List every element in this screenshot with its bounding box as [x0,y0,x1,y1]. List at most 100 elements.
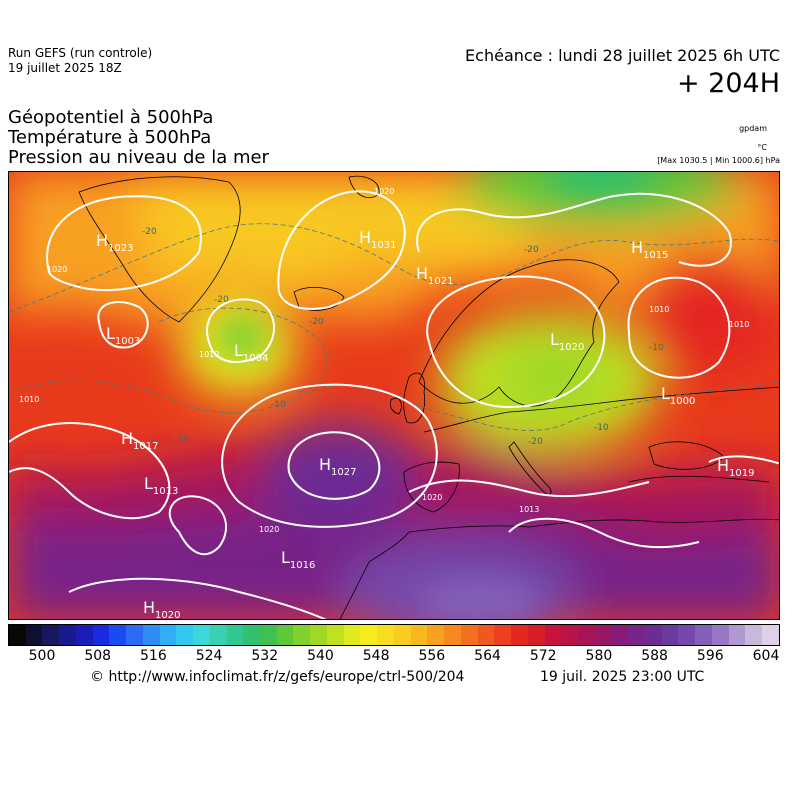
color-swatch [762,625,779,645]
color-swatch [92,625,110,645]
svg-text:1020: 1020 [422,493,442,502]
color-swatch [393,625,411,645]
color-scale-tick: 580 [585,648,613,664]
lead-time: + 204H [676,68,780,99]
color-swatch [611,625,629,645]
color-swatch [561,625,578,645]
weather-map: -20 -20 -20 -20 -20 -10 -10 -10 -20 [8,171,780,620]
color-swatch [109,625,127,645]
pressure-center-low: L1020 [550,330,584,353]
color-scale-tick: 508 [84,648,112,664]
svg-text:-20: -20 [524,245,539,255]
color-swatch [444,625,461,645]
color-scale-tick: 604 [752,648,780,664]
geopotential-field [9,172,779,619]
isotherm-labels: -20 -20 -20 -20 -20 -10 -10 -10 -20 [142,227,664,447]
run-title: Run GEFS (run controle) [8,46,153,60]
map-svg: -20 -20 -20 -20 -20 -10 -10 -10 -20 [9,172,779,620]
color-swatch [460,625,478,645]
color-scale-tick: 548 [362,648,390,664]
pressure-center-high: H1020 [143,598,180,620]
color-swatch [326,625,344,645]
color-swatch [377,625,394,645]
svg-text:1010: 1010 [729,320,749,329]
color-scale-tick: 564 [474,648,501,664]
pressure-center-low: L1016 [281,548,315,571]
color-swatch [527,625,545,645]
color-swatch [628,625,645,645]
svg-text:-20: -20 [174,435,189,445]
color-swatch [243,625,261,645]
color-swatch [695,625,712,645]
pressure-center-high: H1027 [319,455,356,478]
svg-text:-20: -20 [214,295,229,305]
pressure-center-high: H1017 [121,429,158,452]
color-swatch [644,625,662,645]
color-swatch [577,625,595,645]
color-scale-tick: 596 [696,648,724,664]
color-swatch [293,625,311,645]
color-swatch [594,625,612,645]
svg-text:-10: -10 [649,343,664,353]
color-swatch [427,625,445,645]
color-swatch [410,625,428,645]
svg-text:1020: 1020 [259,525,279,534]
color-scale-tick: 500 [28,648,56,664]
color-swatch [260,625,277,645]
svg-text:-10: -10 [271,400,286,410]
pressure-center-low: L1000 [661,384,695,407]
color-swatch [494,625,512,645]
svg-text:-10: -10 [594,423,609,433]
color-swatch [711,625,729,645]
color-swatch [360,625,378,645]
pressure-minmax: [Max 1030.5 | Min 1000.6] hPa [657,156,780,165]
pressure-center-high: H1015 [631,238,668,261]
param-sea-level-pressure: Pression au niveau de la mer [8,147,269,168]
color-scale-tick: 556 [418,648,446,664]
pressure-center-low: L1013 [144,474,178,497]
color-swatch [678,625,696,645]
svg-text:1020: 1020 [47,265,67,274]
color-swatch [193,625,210,645]
color-swatch [126,625,143,645]
color-swatch [25,625,43,645]
color-scale [8,624,780,646]
color-swatch [276,625,294,645]
color-swatch [310,625,327,645]
unit-geopotential: gpdam [739,124,767,133]
isobar-labels: 1020 1010 1010 1020 1020 1010 1010 1013 … [19,187,749,534]
pressure-center-high: H1021 [416,264,453,287]
svg-text:-20: -20 [309,317,324,327]
svg-text:1010: 1010 [649,305,669,314]
color-scale-ticks: 500 508 516 524 532 540 548 556 564 572 580 588 596 6… [8,648,780,666]
color-swatch [226,625,244,645]
param-temperature: Température à 500hPa [8,127,212,148]
svg-text:1013: 1013 [519,505,539,514]
color-swatch [511,625,528,645]
color-swatch [661,625,679,645]
pressure-centers: H1023 H1031 H1021 H1015 L1003 L1004 L1020 L1000… [96,228,754,620]
unit-temperature: °C [757,143,767,152]
credit-url[interactable]: © http://www.infoclimat.fr/z/gefs/europe… [90,669,465,685]
pressure-center-low: L1003 [106,324,140,347]
color-swatch [75,625,93,645]
color-swatch [209,625,227,645]
svg-text:-20: -20 [142,227,157,237]
param-geopotential: Géopotentiel à 500hPa [8,107,214,128]
pressure-center-high: H1023 [96,231,133,254]
color-swatch [42,625,60,645]
issue-time: 19 juil. 2025 23:00 UTC [540,669,705,685]
svg-text:-20: -20 [528,437,543,447]
pressure-center-high: H1019 [717,456,754,479]
pressure-center-high: H1031 [359,228,396,251]
color-scale-tick: 524 [195,648,223,664]
run-date: 19 juillet 2025 18Z [8,61,122,75]
color-swatch [745,625,763,645]
color-swatch [9,625,26,645]
color-swatch [59,625,76,645]
svg-text:1010: 1010 [199,350,219,359]
color-swatch [477,625,495,645]
color-scale-tick: 572 [529,648,557,664]
color-swatch [176,625,194,645]
svg-text:1020: 1020 [374,187,394,196]
